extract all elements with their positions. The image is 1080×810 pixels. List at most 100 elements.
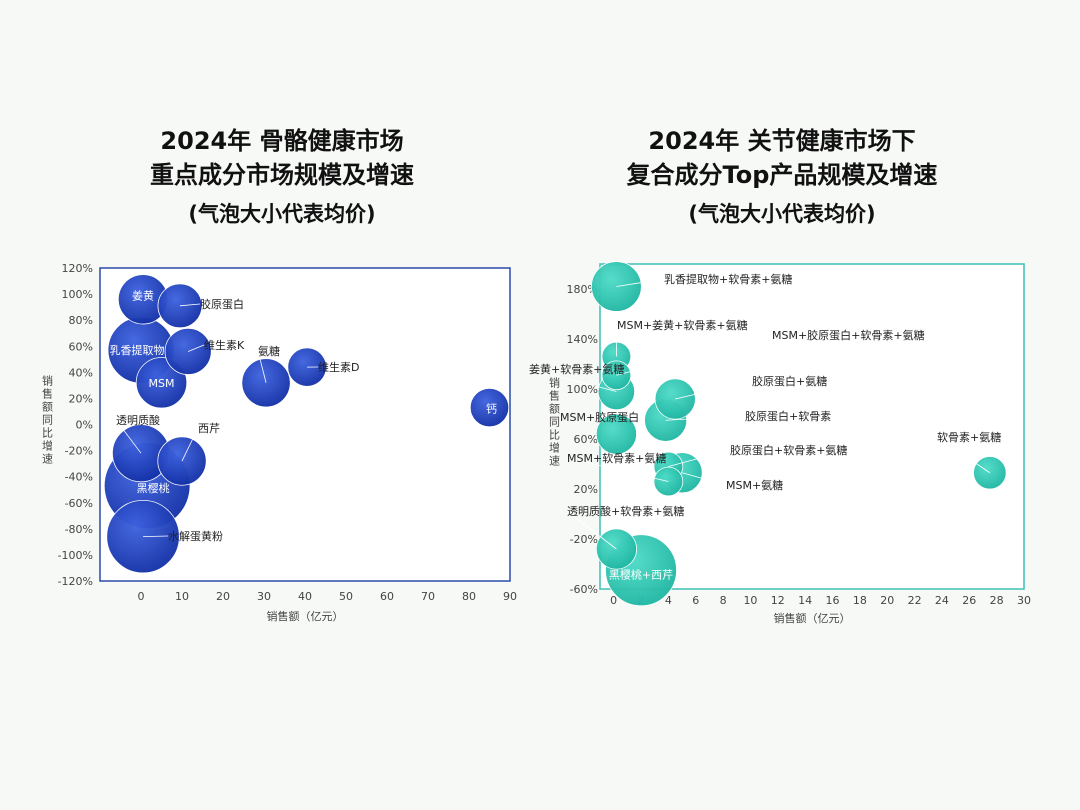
y-tick-label: 40% [69, 366, 93, 379]
leader-line [665, 415, 746, 421]
chart-left: 0 10 20 30 40 50 60 70 80 90 120% 100% 80% 60% 40% 20% 0… [42, 262, 517, 623]
leader-line [187, 344, 205, 352]
x-tick-label: 4 [665, 594, 672, 607]
y-tick-label: 60% [69, 340, 93, 353]
x-tick-label: 14 [798, 594, 812, 607]
x-tick-label: 20 [216, 590, 230, 603]
x-tick-label: 8 [720, 594, 727, 607]
right-chart-title: 2024年 关节健康市场下 复合成分Top产品规模及增速 (气泡大小代表均价) [572, 124, 992, 236]
y-tick-label: 20% [69, 392, 93, 405]
bubble-label: 透明质酸 [116, 413, 160, 427]
bubble-label: 黑樱桃+西芹 [609, 567, 673, 581]
right-title-line1: 2024年 关节健康市场下 [648, 127, 916, 155]
bubble-label: 胶原蛋白+软骨素+氨糖 [730, 443, 847, 457]
x-tick-label: 12 [771, 594, 785, 607]
bubble [595, 528, 637, 570]
right-title-line2: 复合成分Top产品规模及增速 [626, 161, 938, 189]
leader-line [668, 449, 731, 467]
bubble-label: 胶原蛋白+氨糖 [752, 374, 827, 388]
bubble-label: 胶原蛋白 [200, 297, 244, 311]
leader-line [566, 510, 617, 550]
x-tick-label: 80 [462, 590, 476, 603]
x-tick-label: 50 [339, 590, 353, 603]
leader-line [675, 380, 753, 400]
x-axis-label: 销售额（亿元） [774, 611, 851, 625]
bubble-label: 水解蛋黄粉 [168, 529, 223, 543]
bubble-label: 维生素K [204, 338, 245, 352]
bubble-label: 氨糖 [258, 344, 280, 358]
y-axis-label: 销售额同比增速 [42, 374, 53, 466]
bubble [595, 413, 637, 455]
y-tick-label: -120% [58, 575, 93, 588]
x-tick-label: 10 [743, 594, 757, 607]
x-tick-label: 20 [880, 594, 894, 607]
chart-right: 024681012141618202224262830180%140%100%6… [528, 261, 1031, 625]
y-tick-label: 100% [62, 288, 93, 301]
bubble-label: MSM [149, 377, 175, 390]
bubble-label: MSM+氨糖 [726, 478, 783, 492]
leader-line [616, 334, 773, 376]
bubble-label: 钙 [486, 402, 497, 416]
leader-line [616, 278, 665, 287]
x-axis-label: 销售额（亿元） [267, 609, 344, 623]
y-tick-label: 80% [69, 314, 93, 327]
y-tick-label: -20% [65, 445, 93, 458]
x-tick-label: 30 [257, 590, 271, 603]
leader-line [257, 350, 267, 383]
left-title-line3: (气泡大小代表均价) [188, 202, 376, 226]
bubble-label: 姜黄+软骨素+氨糖 [529, 362, 624, 376]
bubble-label: 乳香提取物 [110, 343, 165, 357]
y-tick-label: -60% [65, 497, 93, 510]
y-tick-label: -80% [65, 523, 93, 536]
leader-line [616, 324, 618, 357]
x-tick-label: 28 [990, 594, 1004, 607]
y-tick-label: 140% [567, 333, 598, 346]
bubble-label: MSM+胶原蛋白+软骨素+氨糖 [772, 328, 925, 342]
x-tick-label: 70 [421, 590, 435, 603]
x-tick-label: 24 [935, 594, 949, 607]
x-tick-label: 22 [908, 594, 922, 607]
bubble-label: 维生素D [318, 360, 359, 374]
leader-line [528, 368, 617, 392]
y-tick-label: 0% [76, 419, 93, 432]
x-tick-label: 0 [138, 590, 145, 603]
y-tick-label: -60% [570, 583, 598, 596]
bubble-label: 黑樱桃 [137, 481, 170, 495]
bubble-label: 乳香提取物+软骨素+氨糖 [664, 272, 792, 286]
x-tick-label: 40 [298, 590, 312, 603]
bubble [591, 261, 642, 312]
leader-line [181, 427, 199, 462]
x-tick-label: 30 [1017, 594, 1031, 607]
y-tick-label: 20% [574, 483, 598, 496]
bubble-label: 姜黄 [132, 288, 154, 302]
left-title-line2: 重点成分市场规模及增速 [150, 161, 414, 189]
x-tick-label: 6 [692, 594, 699, 607]
leader-line [936, 436, 991, 474]
y-tick-label: -40% [65, 471, 93, 484]
x-tick-label: 26 [962, 594, 976, 607]
y-tick-label: -100% [58, 549, 93, 562]
left-chart-title: 2024年 骨骼健康市场 重点成分市场规模及增速 (气泡大小代表均价) [72, 124, 492, 236]
y-tick-label: 120% [62, 262, 93, 275]
leader-line [179, 303, 201, 307]
leader-line [681, 472, 727, 486]
y-tick-label: 180% [567, 283, 598, 296]
right-title-line3: (气泡大小代表均价) [688, 202, 876, 226]
left-title-line1: 2024年 骨骼健康市场 [160, 127, 404, 155]
x-tick-label: 10 [175, 590, 189, 603]
x-tick-label: 60 [380, 590, 394, 603]
bubble-label: MSM+姜黄+软骨素+氨糖 [617, 318, 748, 332]
y-tick-label: -20% [570, 533, 598, 546]
leader-line [115, 419, 142, 454]
bubble-label: 西芹 [198, 422, 220, 435]
leader-line [143, 535, 169, 538]
y-tick-label: 60% [574, 433, 598, 446]
x-tick-label: 90 [503, 590, 517, 603]
x-tick-label: 0 [610, 594, 617, 607]
y-axis-label: 销售额同比增速 [549, 376, 560, 468]
bubble-label: 透明质酸+软骨素+氨糖 [567, 504, 684, 518]
leader-line [566, 457, 669, 482]
bubble-label: MSM+软骨素+氨糖 [567, 451, 666, 465]
y-tick-label: 100% [567, 383, 598, 396]
